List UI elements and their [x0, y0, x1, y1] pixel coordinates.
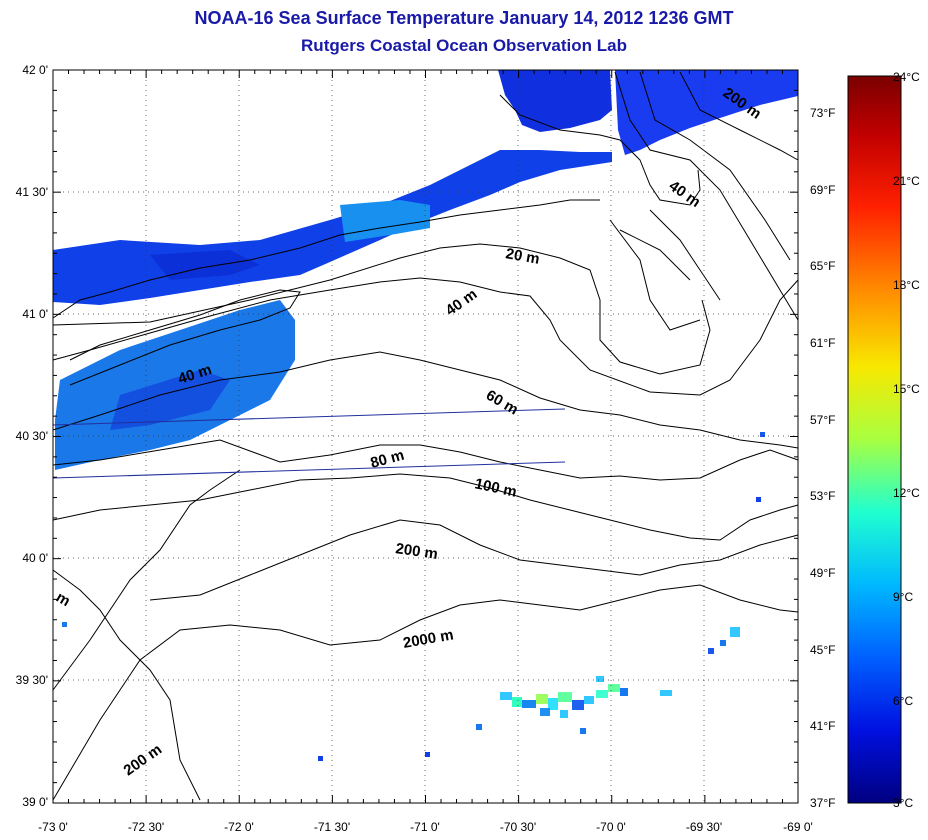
lon-tick-label: -72 30'	[128, 820, 164, 834]
sst-data-layer	[53, 70, 798, 761]
cape-cod	[499, 94, 701, 206]
colorbar: 24°C 21°C 18°C 15°C 12°C 9°C 6°C 3°C 73°…	[810, 70, 920, 810]
lon-tick-label: -73 0'	[38, 820, 68, 834]
lat-tick-label: 40 30'	[16, 429, 48, 443]
lon-tick-label: -69 0'	[783, 820, 813, 834]
scan-lines	[52, 408, 566, 479]
celsius-label: 15°C	[893, 382, 920, 396]
fahrenheit-label: 73°F	[810, 106, 835, 120]
lon-tick-label: -71 30'	[314, 820, 350, 834]
celsius-label: 6°C	[893, 694, 913, 708]
celsius-label: 21°C	[893, 174, 920, 188]
coastline-and-contours	[52, 71, 799, 801]
contour-label-200m: 200 m	[394, 540, 438, 563]
sound-cool-patch	[150, 250, 260, 280]
lat-tick-label: 40 0'	[22, 551, 48, 565]
fahrenheit-label: 49°F	[810, 566, 835, 580]
gridlines	[53, 70, 798, 803]
fahrenheit-label: 69°F	[810, 183, 835, 197]
fahrenheit-label: 65°F	[810, 259, 835, 273]
cape-cod-bay-sst	[498, 70, 612, 132]
lat-tick-label: 39 30'	[16, 673, 48, 687]
colorbar-fahrenheit-labels: 73°F 69°F 65°F 61°F 57°F 53°F 49°F 45°F …	[810, 106, 835, 810]
contour-200m-south	[52, 469, 241, 691]
celsius-label: 12°C	[893, 486, 920, 500]
contour-label-40m-east: 40 m	[443, 286, 481, 320]
celsius-label: 24°C	[893, 70, 920, 84]
fahrenheit-label: 41°F	[810, 719, 835, 733]
gulf-of-maine-sst	[615, 70, 798, 155]
contour-80m	[52, 439, 799, 481]
connecticut-coast	[52, 199, 600, 319]
lon-tick-label: -70 0'	[596, 820, 626, 834]
lat-tick-label: 41 0'	[22, 307, 48, 321]
lat-tick-label: 42 0'	[22, 63, 48, 77]
lon-tick-label: -71 0'	[410, 820, 440, 834]
celsius-label: 18°C	[893, 278, 920, 292]
offshore-sst-patch	[62, 432, 765, 761]
contour-200m	[149, 519, 799, 601]
contour-label-200m-south: 200 m	[121, 741, 166, 779]
fahrenheit-label: 61°F	[810, 336, 835, 350]
contour-60m	[52, 351, 799, 449]
lon-tick-label: -70 30'	[500, 820, 536, 834]
lon-tick-label: -72 0'	[224, 820, 254, 834]
contour-40m	[52, 277, 799, 396]
lat-tick-labels: 42 0' 41 30' 41 0' 40 30' 40 0' 39 30' 3…	[16, 63, 48, 809]
colorbar-celsius-labels: 24°C 21°C 18°C 15°C 12°C 9°C 6°C 3°C	[893, 70, 920, 810]
map-title: NOAA-16 Sea Surface Temperature January …	[194, 8, 734, 28]
fahrenheit-label: 57°F	[810, 413, 835, 427]
contour-20m	[52, 243, 711, 375]
hudson-canyon	[52, 569, 201, 801]
sound-sst-band	[53, 150, 612, 305]
contour-label-20m: 20 m	[504, 245, 541, 268]
frame-ticks	[52, 69, 799, 804]
contour-label-2000m: 2000 m	[402, 626, 455, 652]
contour-label-60m: 60 m	[483, 387, 521, 419]
contour-label-40m-north: 40 m	[666, 177, 704, 211]
fahrenheit-label: 37°F	[810, 796, 835, 810]
lat-tick-label: 39 0'	[22, 795, 48, 809]
fahrenheit-label: 45°F	[810, 643, 835, 657]
lat-tick-label: 41 30'	[16, 185, 48, 199]
georges-bank-ridges	[609, 209, 721, 331]
lon-tick-label: -69 30'	[686, 820, 722, 834]
contour-100m	[52, 473, 799, 541]
lon-tick-labels: -73 0' -72 30' -72 0' -71 30' -71 0' -70…	[38, 820, 813, 834]
fahrenheit-label: 53°F	[810, 489, 835, 503]
contour-2000m	[52, 584, 799, 801]
colorbar-gradient	[847, 75, 902, 804]
gulf-of-maine-contours	[614, 71, 799, 321]
contour-label-m-edge: m	[53, 589, 73, 610]
contour-label-100m: 100 m	[473, 475, 518, 500]
celsius-label: 9°C	[893, 590, 913, 604]
sound-warm-patch	[340, 200, 430, 242]
map-subtitle: Rutgers Coastal Ocean Observation Lab	[301, 36, 627, 55]
contour-label-80m: 80 m	[369, 447, 406, 472]
long-island-shore	[69, 289, 301, 386]
celsius-label: 3°C	[893, 796, 913, 810]
